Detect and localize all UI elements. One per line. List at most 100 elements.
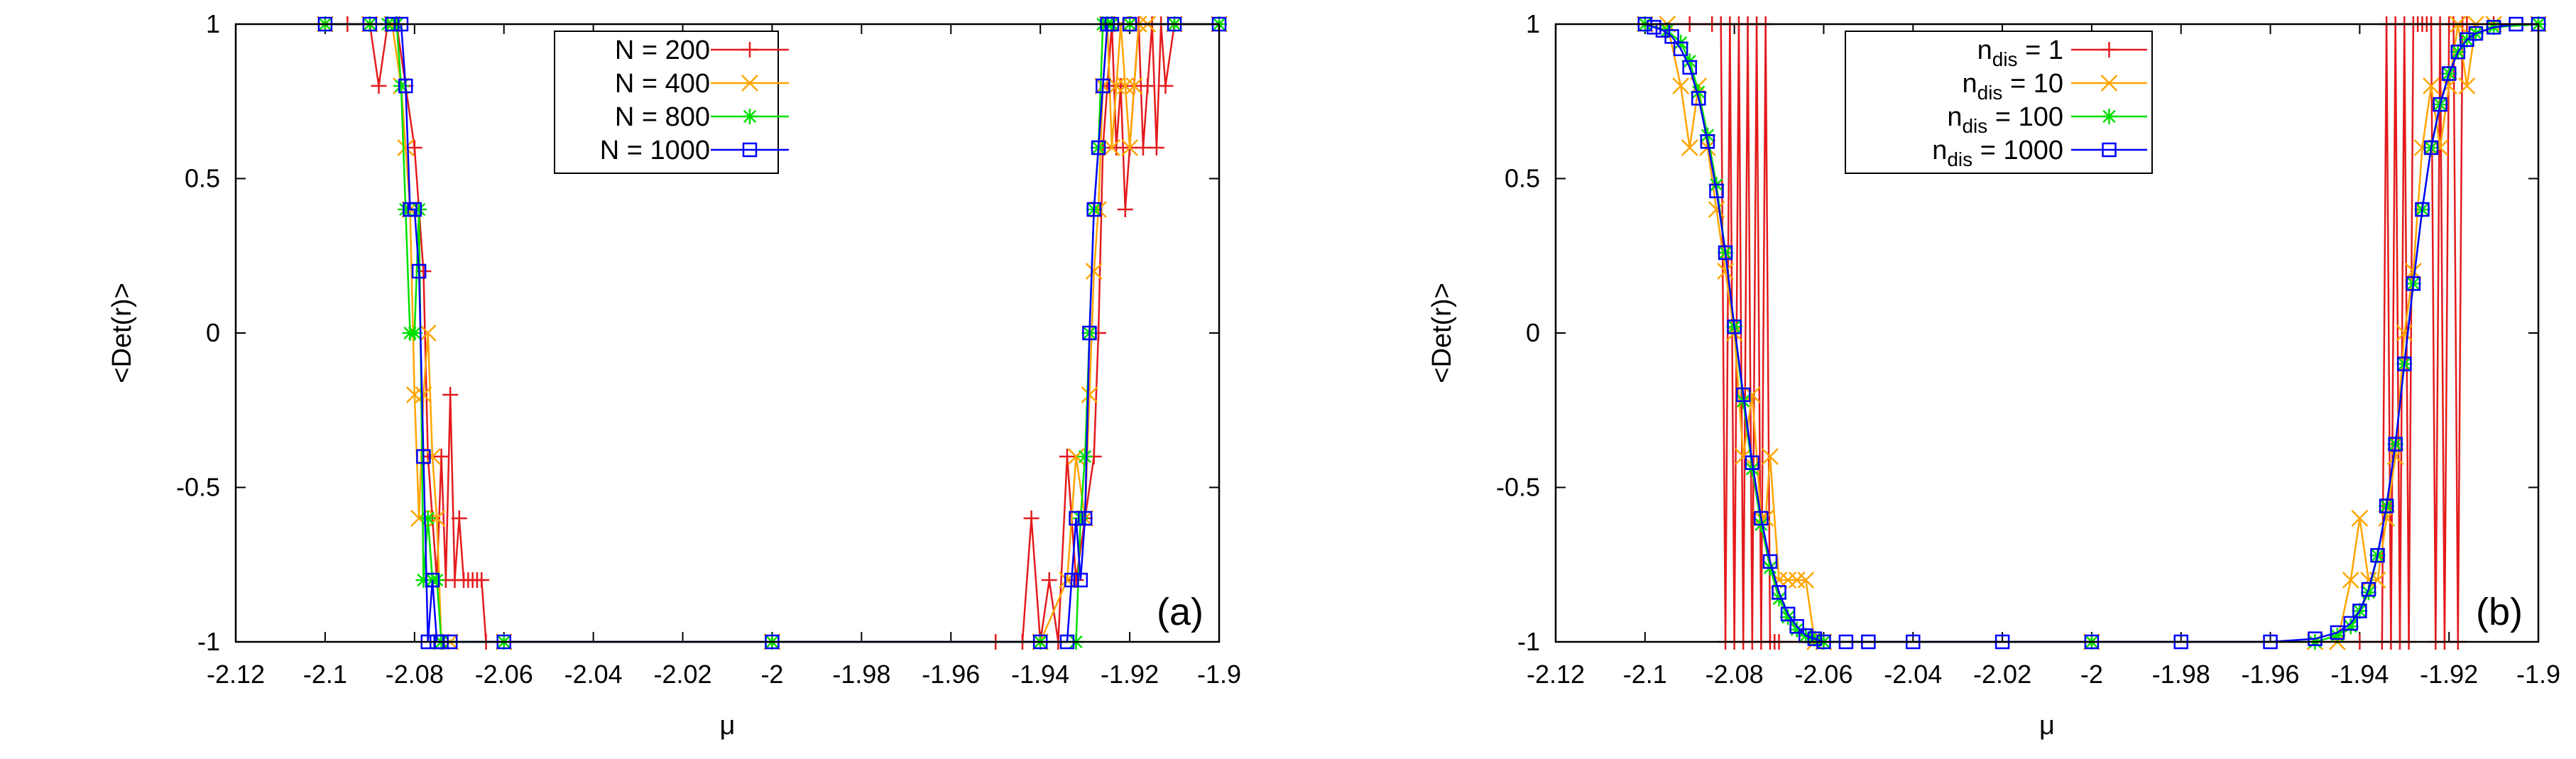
y-tick-label: -1 <box>197 627 220 656</box>
data-point <box>415 386 432 403</box>
data-point <box>1709 183 1724 199</box>
x-tick-label: -1.9 <box>2516 660 2560 689</box>
data-point <box>398 202 414 217</box>
data-point <box>2397 356 2412 371</box>
data-point <box>2330 625 2345 640</box>
legend-label-rest: = 1000 <box>1972 136 2063 165</box>
legend-label-main: n <box>1932 136 1947 165</box>
data-point <box>1067 448 1085 465</box>
y-tick-label: 0.5 <box>1505 164 1540 193</box>
x-tick-label: -2.08 <box>386 660 444 689</box>
data-point <box>1082 325 1097 341</box>
legend-marker <box>2102 142 2117 158</box>
legend-marker <box>2101 109 2117 124</box>
data-point <box>451 510 467 526</box>
x-tick-label: -1.9 <box>1197 660 1241 689</box>
legend-marker <box>741 75 758 92</box>
data-point <box>1064 572 1079 588</box>
data-point <box>1789 621 1805 638</box>
data-point <box>2342 618 2359 635</box>
data-point <box>1647 20 1661 35</box>
legend-label: N = 800 <box>615 102 710 132</box>
data-point <box>2361 581 2376 597</box>
data-point <box>1148 140 1164 155</box>
x-tick-label: -2.1 <box>303 660 347 689</box>
legend-label-sub: dis <box>1962 115 1987 137</box>
data-point <box>393 78 409 94</box>
data-point <box>1735 448 1752 465</box>
data-point <box>2450 44 2466 60</box>
y-tick-label: 1 <box>206 9 220 38</box>
series-line-1 <box>1644 23 2538 643</box>
data-point <box>1072 510 1088 526</box>
x-tick-label: -1.96 <box>2242 660 2300 689</box>
data-point <box>1717 263 1734 280</box>
legend-marker <box>2101 42 2117 58</box>
data-point <box>2396 324 2413 342</box>
data-point <box>1140 78 1156 94</box>
data-point <box>411 202 427 217</box>
x-axis-label: μ <box>2039 711 2055 741</box>
data-point <box>1664 29 1679 44</box>
plot-frame <box>1554 23 2540 643</box>
x-tick-label: -2.04 <box>1884 660 1942 689</box>
panel-label: (a) <box>1157 591 1204 633</box>
legend-label: N = 200 <box>615 36 710 65</box>
data-point <box>406 325 422 341</box>
x-tick-label: -2.02 <box>1973 660 2031 689</box>
x-tick-label: -1.96 <box>922 660 980 689</box>
x-tick-label: -1.94 <box>2330 660 2389 689</box>
data-point <box>424 448 441 465</box>
data-point <box>397 139 415 156</box>
panel-label: (b) <box>2476 591 2523 633</box>
data-point <box>1691 91 1706 106</box>
data-point <box>1807 631 1823 646</box>
data-point <box>2388 437 2403 452</box>
x-tick-label: -2.06 <box>1794 660 1852 689</box>
legend-marker <box>742 109 758 124</box>
data-point <box>1673 41 1688 57</box>
y-tick-label: -0.5 <box>1496 473 1540 502</box>
data-point <box>2413 139 2431 156</box>
data-point <box>405 386 423 403</box>
data-point <box>1081 386 1098 403</box>
data-point <box>2379 498 2394 513</box>
legend-label-sub: dis <box>1947 148 1972 170</box>
data-point <box>419 324 437 342</box>
data-point <box>2360 584 2376 601</box>
chart-panel-b: -2.12 -2.1 -2.08 -2.06 -2.04 -2.02 -2 -1.98 -1.9… <box>1427 9 2560 741</box>
data-point <box>411 263 427 279</box>
y-tick-label: 0 <box>206 318 220 347</box>
x-tick-label: -1.92 <box>2420 660 2478 689</box>
data-point <box>1682 60 1697 75</box>
data-point <box>428 510 446 527</box>
data-point <box>1023 510 1039 526</box>
y-tick-label: -1 <box>1517 627 1540 656</box>
legend-label-rest: = 100 <box>1987 102 2063 132</box>
data-point <box>1157 78 1174 94</box>
x-tick-label: -1.98 <box>2152 660 2210 689</box>
legend-marker <box>2100 75 2118 92</box>
x-tick-label: -2.12 <box>207 660 265 689</box>
data-point <box>2370 547 2385 563</box>
y-tick-label: -0.5 <box>176 473 220 502</box>
data-point <box>1103 139 1120 156</box>
data-point <box>1125 77 1143 94</box>
legend-label-sub: dis <box>1977 82 2003 104</box>
data-point <box>1672 77 1690 94</box>
chart-panel-a: -2.12 -2.1 -2.08 -2.06 -2.04 -2.02 -2 -1.98 -1.9… <box>107 9 1241 741</box>
legend-label-sub: dis <box>1992 48 2018 70</box>
x-tick-label: -2.08 <box>1705 660 1764 689</box>
data-point <box>1788 572 1806 589</box>
data-point <box>442 387 459 403</box>
data-point <box>2468 26 2484 41</box>
legend-label-main: n <box>1977 36 1992 65</box>
data-point <box>1762 448 1779 465</box>
legend-label-main: n <box>1962 69 1977 99</box>
legend-marker <box>742 142 758 158</box>
x-tick-label: -2 <box>2080 660 2103 689</box>
x-tick-label: -2.1 <box>1623 660 1667 689</box>
data-point <box>1108 77 1125 94</box>
data-point <box>1754 510 1769 526</box>
